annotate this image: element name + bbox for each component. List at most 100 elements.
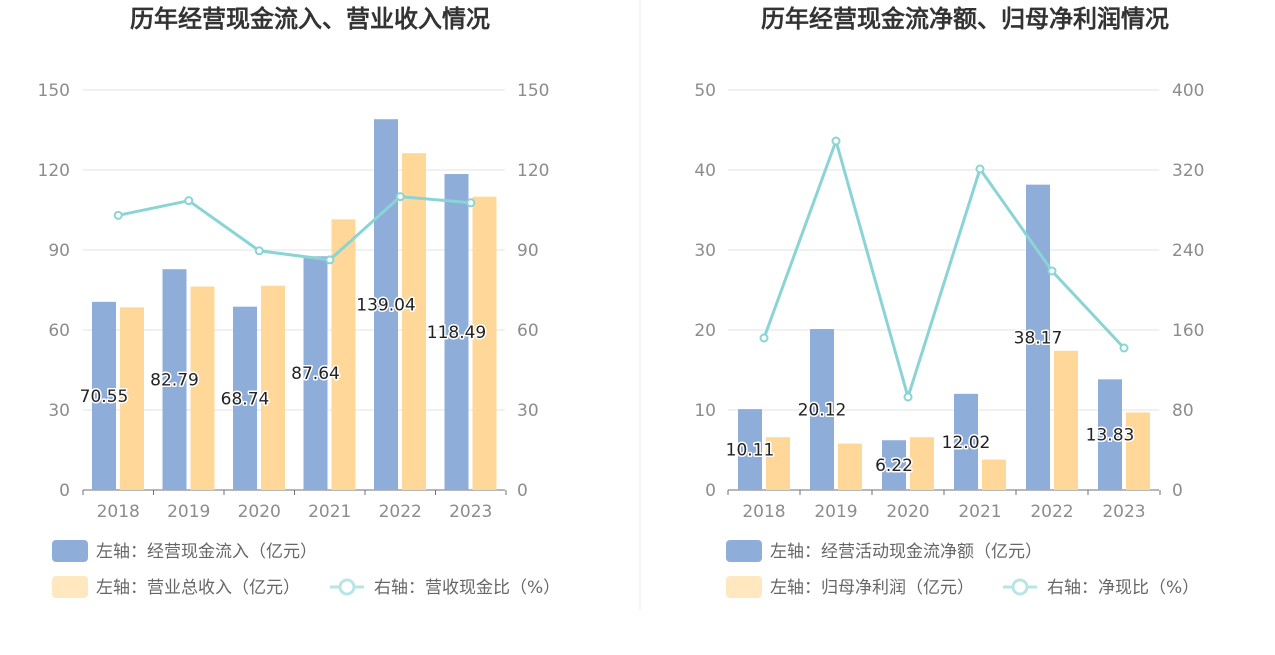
bar-series-1 — [810, 329, 834, 490]
line-series-point — [395, 192, 405, 202]
left-axis-tick-label: 150 — [38, 81, 70, 101]
bar-data-label: 13.83 — [1086, 426, 1135, 446]
left-axis-tick-label: 0 — [59, 481, 70, 501]
line-series-point — [975, 164, 985, 174]
bar-series-1 — [92, 301, 116, 490]
bar-data-label: 6.22 — [875, 456, 913, 476]
legend-swatch-series-2 — [52, 576, 88, 598]
x-axis-category-label: 2018 — [742, 502, 785, 522]
bar-data-label: 10.11 — [726, 441, 775, 461]
legend-label-series-2: 左轴：营业总收入（亿元） — [96, 578, 300, 598]
legend-label-series-1: 左轴：经营活动现金流净额（亿元） — [770, 542, 1042, 562]
bar-series-2 — [1126, 412, 1150, 490]
line-series-point — [1119, 343, 1129, 353]
bar-series-2 — [402, 153, 426, 490]
right-axis-tick-label: 80 — [1172, 401, 1194, 421]
chart-title: 历年经营现金流入、营业收入情况 — [130, 5, 490, 33]
line-series — [117, 195, 471, 262]
bar-series-1 — [882, 440, 906, 490]
bar-series-2 — [472, 196, 497, 490]
bar-series-2 — [910, 437, 934, 490]
line-series-point — [254, 246, 264, 256]
right-axis-tick-label: 30 — [517, 401, 539, 421]
bar-series-2 — [982, 459, 1006, 490]
bar-series-1 — [1026, 184, 1050, 490]
legend-swatch-line-marker — [338, 578, 356, 596]
bar-series-2 — [838, 443, 862, 490]
chart-title: 历年经营现金流净额、归母净利润情况 — [761, 5, 1169, 33]
x-axis-category-label: 2021 — [958, 502, 1001, 522]
bar-series-2 — [261, 285, 285, 490]
bar-series-1 — [738, 409, 762, 490]
left-axis-tick-label: 10 — [694, 401, 716, 421]
left-axis-tick-label: 120 — [38, 161, 70, 181]
bar-series-1 — [444, 174, 469, 490]
bar-series-1 — [162, 269, 187, 490]
x-axis-category-label: 2019 — [814, 502, 857, 522]
left-axis-tick-label: 50 — [694, 81, 716, 101]
bar-series-2 — [190, 286, 215, 490]
line-series-point — [831, 136, 841, 146]
bar-data-label: 68.74 — [221, 389, 270, 409]
bar-data-label: 118.49 — [427, 323, 486, 343]
line-series-point — [759, 333, 769, 343]
left-axis-tick-label: 30 — [48, 401, 70, 421]
x-axis-category-label: 2019 — [167, 502, 210, 522]
bar-data-label: 12.02 — [942, 433, 991, 453]
bar-series-1 — [374, 119, 398, 490]
x-axis-category-label: 2020 — [886, 502, 929, 522]
left-axis-tick-label: 90 — [48, 241, 70, 261]
bar-data-label: 20.12 — [798, 401, 847, 421]
right-axis-tick-label: 120 — [517, 161, 549, 181]
left-axis-tick-label: 20 — [694, 321, 716, 341]
left-axis-tick-label: 40 — [694, 161, 716, 181]
x-axis-category-label: 2018 — [97, 502, 140, 522]
line-series-point — [466, 198, 476, 208]
legend-label-series-1: 左轴：经营现金流入（亿元） — [96, 542, 317, 562]
right-axis-tick-label: 60 — [517, 321, 539, 341]
legend-label-series-2: 左轴：归母净利润（亿元） — [770, 578, 974, 598]
right-axis-tick-label: 240 — [1172, 241, 1204, 261]
legend-swatch-series-2 — [726, 576, 762, 598]
bar-series-1 — [1098, 379, 1122, 490]
bar-series-2 — [1054, 350, 1078, 490]
bar-series-2 — [766, 437, 790, 490]
bar-data-label: 82.79 — [150, 371, 199, 391]
x-axis-category-label: 2020 — [238, 502, 281, 522]
x-axis-category-label: 2022 — [379, 502, 422, 522]
legend-swatch-line-marker — [1011, 578, 1029, 596]
bar-series-1 — [954, 393, 978, 490]
legend-label-line: 右轴：净现比（%） — [1047, 578, 1199, 598]
right-axis-tick-label: 320 — [1172, 161, 1204, 181]
right-axis-tick-label: 0 — [517, 481, 528, 501]
line-series-point — [184, 196, 194, 206]
line-series-point — [113, 210, 123, 220]
bar-data-label: 38.17 — [1014, 328, 1063, 348]
line-series-point — [1047, 266, 1057, 276]
x-axis-category-label: 2023 — [1102, 502, 1145, 522]
bar-series-2 — [120, 307, 144, 490]
bar-series-1 — [233, 306, 257, 490]
right-axis-tick-label: 90 — [517, 241, 539, 261]
x-axis-category-label: 2022 — [1030, 502, 1073, 522]
right-axis-tick-label: 0 — [1172, 481, 1183, 501]
left-axis-tick-label: 60 — [48, 321, 70, 341]
line-series-point — [325, 255, 335, 265]
line-series — [762, 136, 1126, 403]
right-axis-tick-label: 400 — [1172, 81, 1204, 101]
x-axis-category-label: 2021 — [308, 502, 351, 522]
bar-series-2 — [331, 219, 356, 491]
legend-swatch-series-1 — [52, 540, 88, 562]
bar-series-1 — [303, 256, 328, 490]
bar-data-label: 87.64 — [291, 364, 340, 384]
left-axis-tick-label: 0 — [705, 481, 716, 501]
legend-swatch-series-1 — [726, 540, 762, 562]
bar-data-label: 139.04 — [356, 296, 415, 316]
left-axis-tick-label: 30 — [694, 241, 716, 261]
right-axis-tick-label: 160 — [1172, 321, 1204, 341]
line-series-point — [903, 392, 913, 402]
right-axis-tick-label: 150 — [517, 81, 549, 101]
x-axis-category-label: 2023 — [449, 502, 492, 522]
